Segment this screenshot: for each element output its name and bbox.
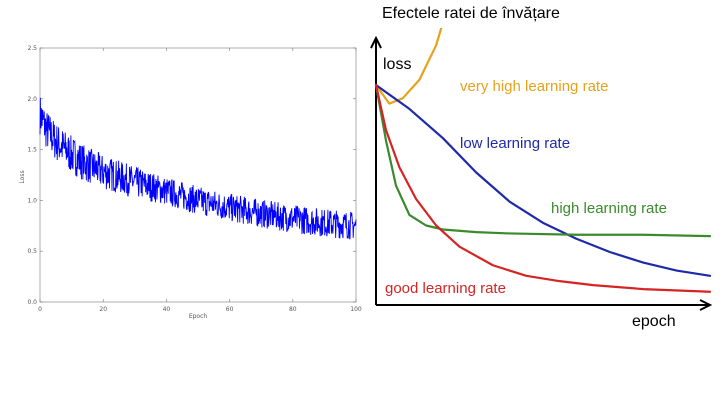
right-y-axis-arrow [370,35,382,49]
left-y-tick-label: 0.0 [27,299,37,306]
good-lr-line [374,83,712,293]
right-chart-plot [374,28,712,293]
learning-rate-chart: loss epoch very high learning rate low lea… [370,28,712,330]
left-y-tick-label: 2.0 [27,96,37,103]
left-chart-x-label: Epoch [189,313,208,320]
right-chart-curve-labels: very high learning rate low learning rate… [385,78,667,297]
very-high-lr-line [374,28,443,105]
left-chart-frame [39,47,357,303]
left-x-tick-label: 0 [38,306,42,313]
left-y-tick-label: 1.5 [27,147,37,154]
left-y-tick-label: 2.5 [27,45,37,52]
noisy-loss-chart: 0 20 40 60 80 100 0.0 0.5 1.0 1.5 2.0 2.5 Epoch Los… [19,45,362,320]
slide-title: Efectele ratei de învățare [382,5,560,22]
left-x-tick-label: 60 [226,306,234,313]
left-x-tick-label: 80 [289,306,297,313]
right-x-axis-arrow [699,299,712,311]
left-x-tick-label: 40 [163,306,171,313]
high-lr-line [374,83,712,238]
left-x-tick-label: 100 [350,306,362,313]
left-loss-series-line [39,97,357,240]
low-lr-label: low learning rate [460,135,570,152]
low-lr-line [374,83,712,277]
very-high-lr-label: very high learning rate [460,78,608,95]
left-chart-axes: 0 20 40 60 80 100 0.0 0.5 1.0 1.5 2.0 2.5 [27,45,361,313]
good-lr-label: good learning rate [385,280,506,297]
left-x-tick-label: 20 [99,306,107,313]
left-y-tick-label: 0.5 [27,248,37,255]
right-x-axis-label: epoch [632,313,676,330]
high-lr-label: high learning rate [551,200,667,217]
left-chart-plot [39,97,357,240]
right-y-axis-label: loss [383,56,411,73]
left-chart-y-label: Loss [19,170,26,183]
left-y-tick-label: 1.0 [27,197,37,204]
